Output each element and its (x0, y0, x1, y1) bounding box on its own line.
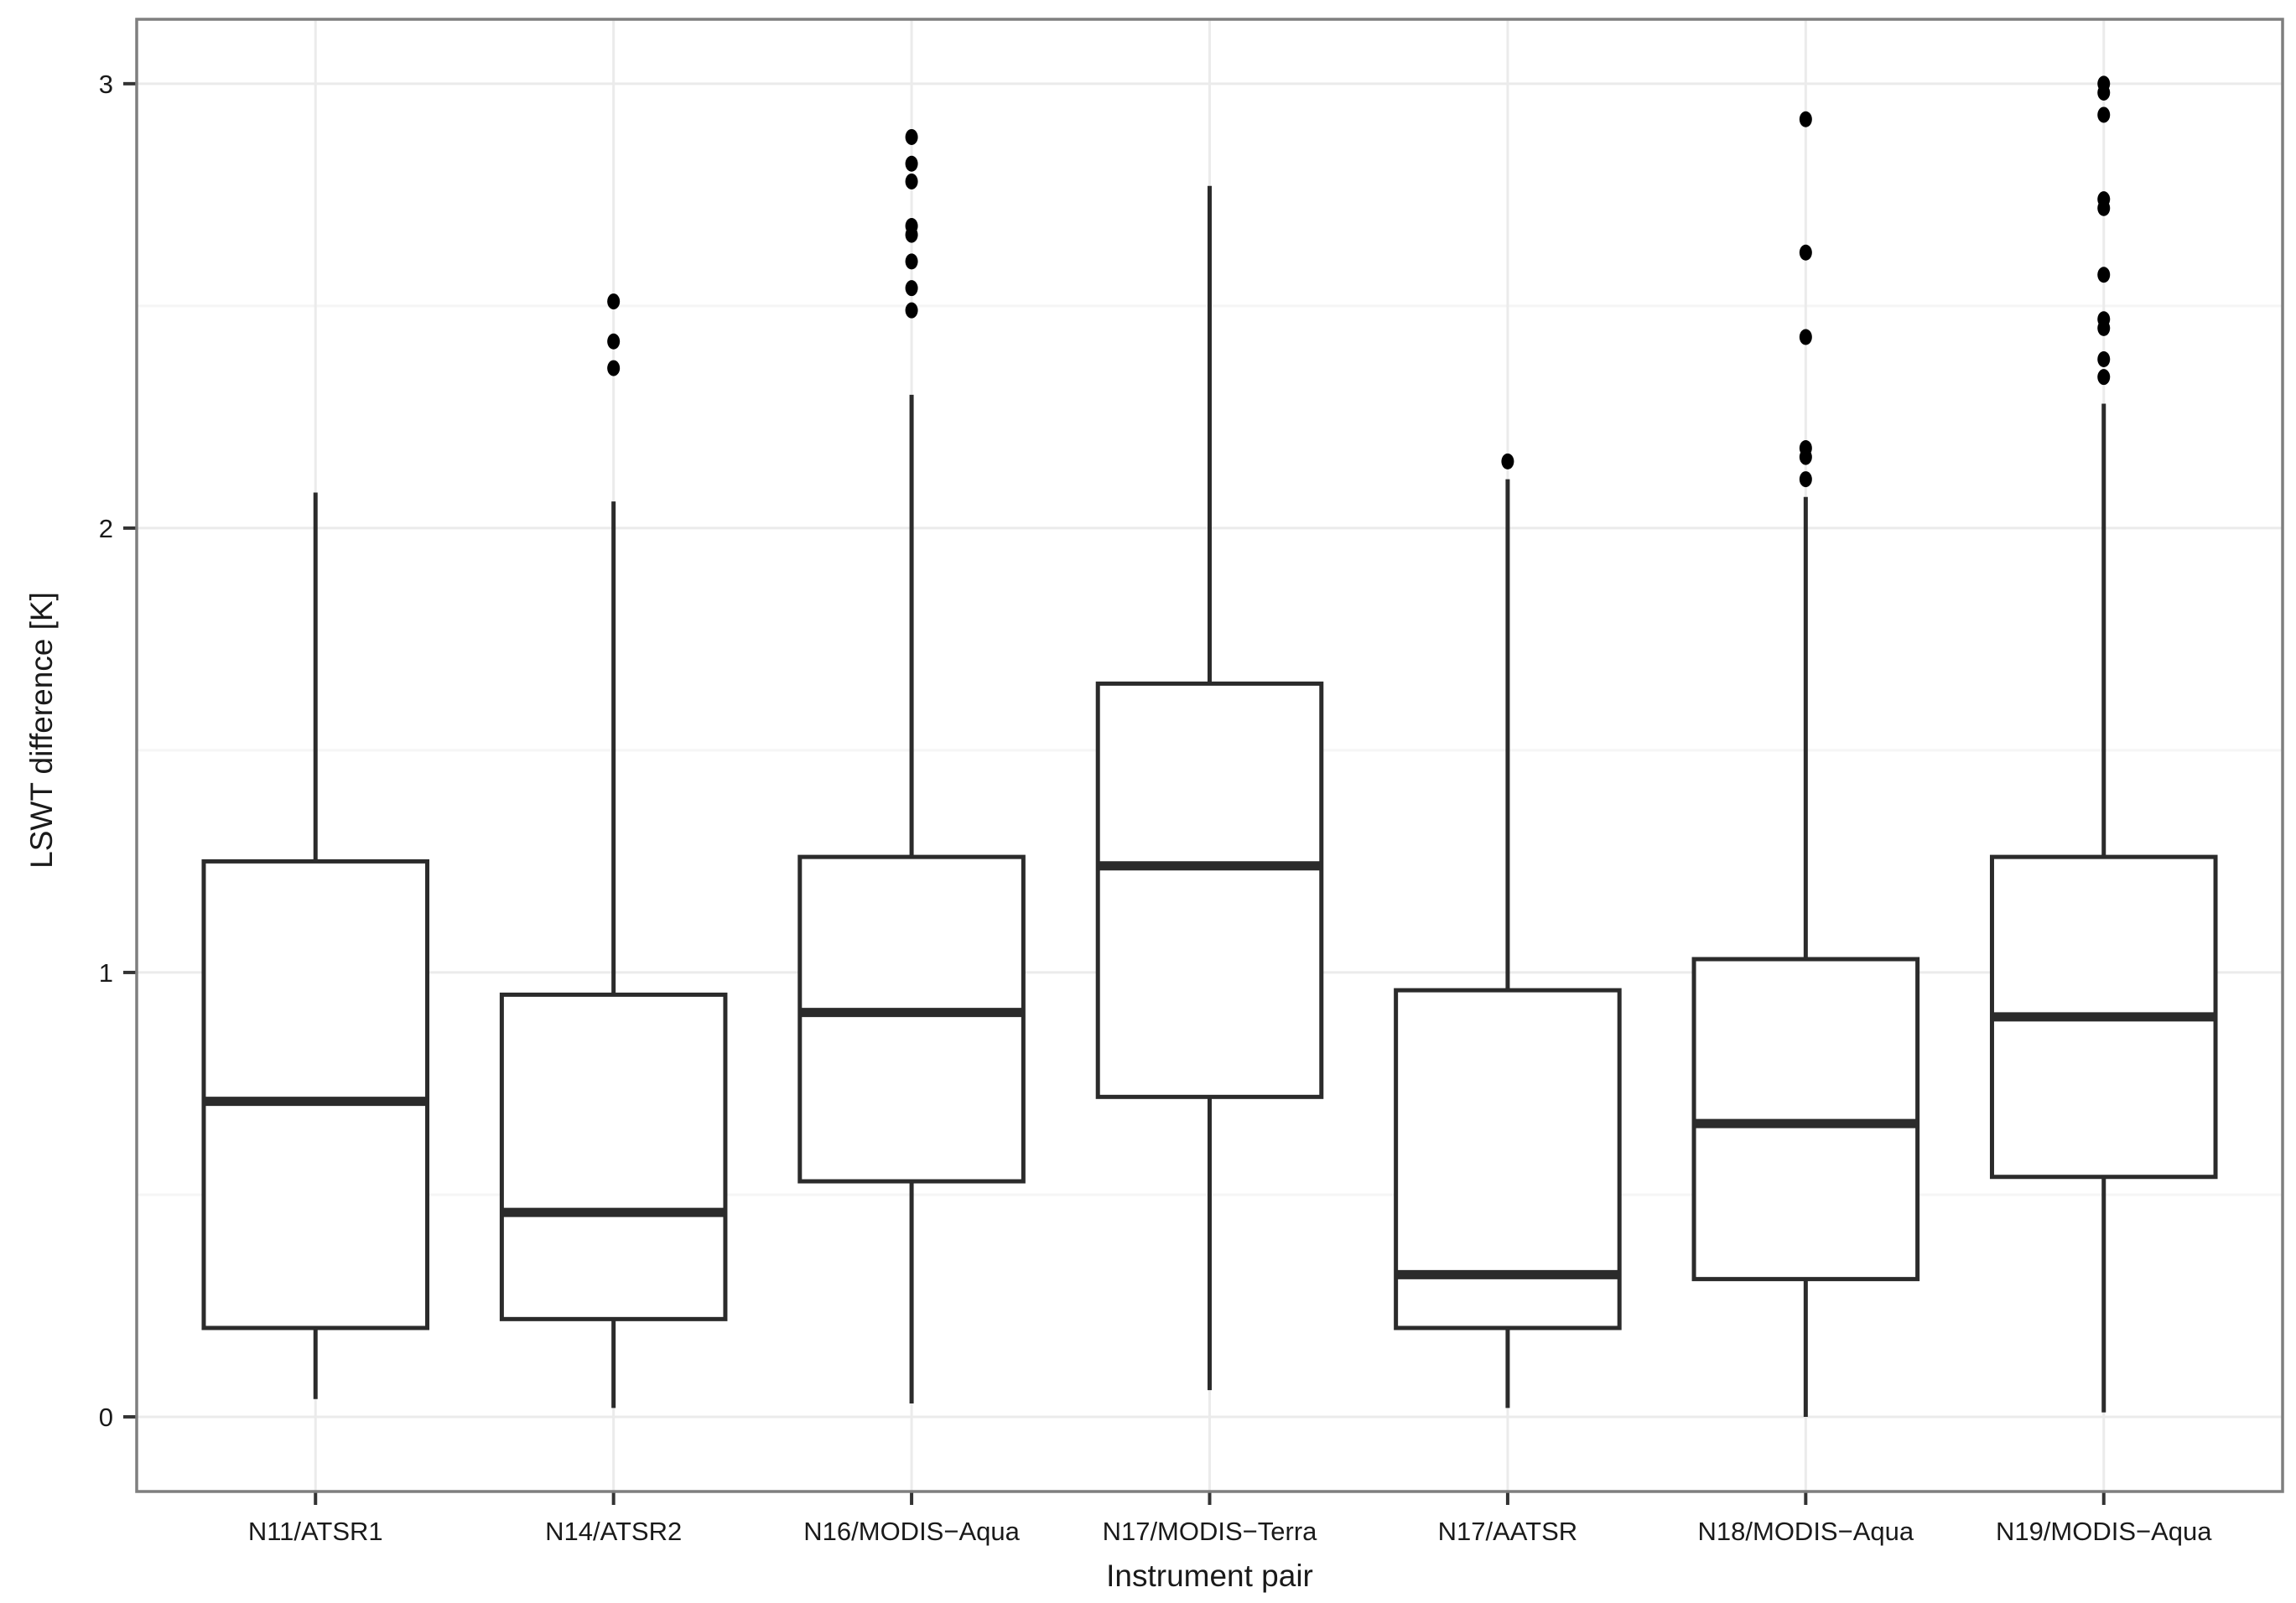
boxplot-group (201, 492, 430, 1399)
x-tick-label: N11/ATSR1 (248, 1517, 383, 1546)
iqr-box (1095, 681, 1324, 1099)
x-tick-label: N19/MODIS−Aqua (1996, 1517, 2212, 1546)
outlier-point (607, 333, 621, 350)
outlier-point (905, 217, 918, 234)
x-tick-label: N17/AATSR (1438, 1517, 1578, 1546)
outlier-point (905, 302, 918, 319)
y-tick-label: 0 (99, 1403, 113, 1432)
outlier-point (1799, 439, 1812, 456)
y-tick-label: 1 (99, 958, 113, 988)
outlier-point (905, 128, 918, 145)
y-axis-title: LSWT difference [K] (24, 592, 59, 869)
axis-layer: 0 1 2 3 N11/ATSR1 N14/ATSR2 N16/MODIS−Aqua N17/… (99, 70, 2213, 1546)
outlier-point (607, 293, 621, 310)
outlier-point (905, 155, 918, 172)
iqr-box (797, 854, 1026, 1184)
outlier-point (2097, 106, 2111, 123)
outlier-point (1799, 111, 1812, 127)
x-axis-title: Instrument pair (1106, 1559, 1313, 1593)
x-tick-label: N18/MODIS−Aqua (1698, 1517, 1914, 1546)
boxplot-group (1989, 75, 2218, 1413)
outlier-point (2097, 350, 2111, 367)
outlier-point (1501, 453, 1514, 469)
outlier-point (905, 280, 918, 297)
y-tick-label: 2 (99, 514, 113, 543)
outlier-point (905, 253, 918, 270)
outlier-point (2097, 369, 2111, 386)
boxplot-group (1394, 453, 1622, 1408)
outlier-point (2097, 311, 2111, 328)
outlier-point (1799, 329, 1812, 345)
outlier-point (1799, 244, 1812, 261)
x-tick-label: N14/ATSR2 (545, 1517, 682, 1546)
boxplot-group (797, 128, 1026, 1404)
outlier-point (2097, 75, 2111, 92)
outlier-point (905, 173, 918, 189)
outlier-point (2097, 191, 2111, 208)
outlier-point (2097, 267, 2111, 283)
iqr-box (201, 859, 430, 1331)
x-tick-label: N16/MODIS−Aqua (803, 1517, 1020, 1546)
y-tick-label: 3 (99, 70, 113, 99)
plot-panel-border (135, 18, 2284, 1493)
box-layer (201, 75, 2218, 1417)
x-tick-label: N17/MODIS−Terra (1103, 1517, 1318, 1546)
outlier-point (607, 360, 621, 376)
boxplot-group (1095, 185, 1324, 1391)
iqr-box (499, 992, 728, 1321)
boxplot-group (1691, 111, 1920, 1417)
boxplot-group (499, 293, 728, 1408)
outlier-point (1799, 471, 1812, 488)
